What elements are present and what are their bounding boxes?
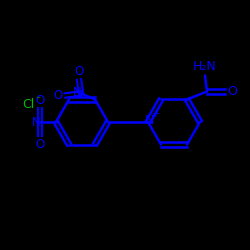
Text: H₂N: H₂N	[193, 60, 217, 73]
Text: Cl: Cl	[22, 98, 34, 112]
Text: O: O	[54, 89, 62, 102]
Text: O: O	[36, 94, 44, 106]
Text: N: N	[144, 114, 154, 126]
Text: N: N	[32, 116, 40, 128]
Text: +: +	[151, 109, 159, 119]
Text: N: N	[72, 86, 82, 99]
Text: ⁻: ⁻	[36, 95, 41, 105]
Text: O: O	[74, 65, 84, 78]
Text: O: O	[227, 85, 237, 98]
Text: O: O	[36, 138, 44, 150]
